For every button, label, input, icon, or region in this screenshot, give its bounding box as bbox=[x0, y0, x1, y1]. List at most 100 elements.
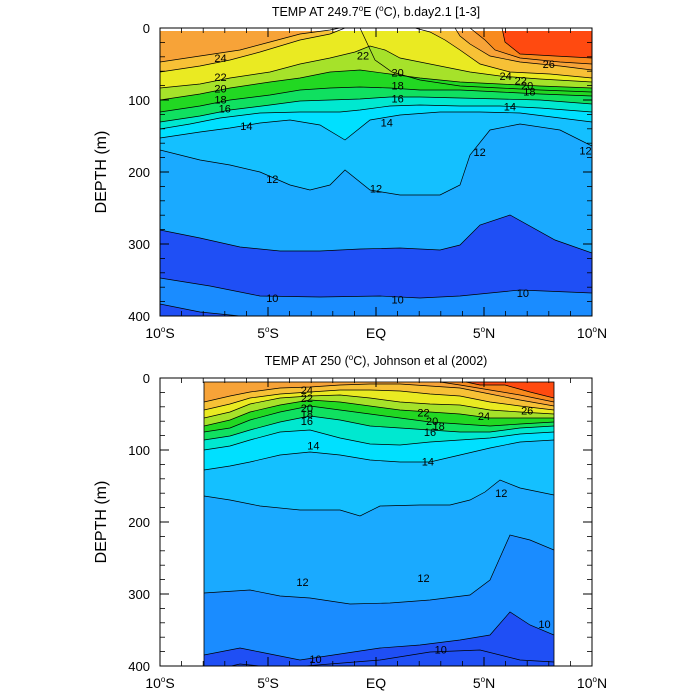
x-tick-label: EQ bbox=[366, 325, 386, 341]
contour-label: 14 bbox=[422, 457, 434, 469]
x-tick-hemisphere: N bbox=[597, 325, 607, 341]
x-tick-number: 10 bbox=[577, 675, 593, 691]
contour-label: 26 bbox=[543, 59, 555, 71]
contour-label: 14 bbox=[307, 441, 319, 453]
top-contour-lines bbox=[160, 28, 592, 316]
y-tick-label: 100 bbox=[128, 443, 150, 458]
x-tick-hemisphere: N bbox=[485, 675, 495, 691]
contour-label: 18 bbox=[301, 409, 313, 421]
contour-label: 22 bbox=[515, 76, 527, 88]
x-tick-hemisphere: S bbox=[269, 675, 278, 691]
contour-label: 18 bbox=[391, 81, 403, 93]
contour-label: 10 bbox=[266, 293, 278, 305]
y-tick-label: 0 bbox=[143, 371, 150, 386]
contour-label: 14 bbox=[381, 117, 393, 129]
contour-label: 10 bbox=[435, 644, 447, 656]
x-tick-hemisphere: N bbox=[597, 675, 607, 691]
contour-label: 18 bbox=[214, 94, 226, 106]
contour-label: 20 bbox=[214, 83, 226, 95]
x-tick-degree: o bbox=[265, 325, 270, 334]
y-tick-label: 300 bbox=[128, 237, 150, 252]
band-27 bbox=[502, 28, 592, 58]
x-tick-label: 5oS bbox=[257, 325, 279, 341]
contour-label: 22 bbox=[301, 393, 313, 405]
top-contour-fill bbox=[160, 28, 592, 316]
x-tick-label: 10oN bbox=[577, 675, 607, 691]
contour-label: 12 bbox=[474, 147, 486, 159]
contour-label: 26 bbox=[521, 405, 533, 417]
x-tick-label: 10oN bbox=[577, 325, 607, 341]
contour-label: 10 bbox=[309, 654, 321, 666]
x-tick-number: 5 bbox=[257, 675, 265, 691]
y-tick-label: 400 bbox=[128, 309, 150, 324]
contour-label: 16 bbox=[219, 104, 231, 116]
x-tick-hemisphere: S bbox=[165, 675, 174, 691]
contour-label: 24 bbox=[478, 411, 490, 423]
y-tick-label: 200 bbox=[128, 515, 150, 530]
top-title: TEMP AT 249.7oE (oC), b.day2.1 [1-3] bbox=[272, 4, 480, 19]
contour-label: 20 bbox=[521, 81, 533, 93]
x-tick-number: 10 bbox=[145, 675, 161, 691]
x-tick-degree: o bbox=[265, 675, 270, 684]
contour-label: 22 bbox=[417, 408, 429, 420]
y-tick-label: 0 bbox=[143, 21, 150, 36]
x-tick-label: 10oS bbox=[145, 675, 174, 691]
band-27 bbox=[466, 382, 554, 398]
contour-label: 10 bbox=[538, 619, 550, 631]
x-tick-number: 10 bbox=[145, 325, 161, 341]
x-tick-hemisphere: S bbox=[165, 325, 174, 341]
x-tick-number: 5 bbox=[473, 675, 481, 691]
contour-label: 20 bbox=[301, 403, 313, 415]
y-tick-label: 100 bbox=[128, 93, 150, 108]
contour-label: 12 bbox=[370, 184, 382, 196]
x-tick-number: 10 bbox=[577, 325, 593, 341]
x-tick-number: EQ bbox=[366, 325, 386, 341]
contour-label: 24 bbox=[214, 53, 226, 65]
x-tick-hemisphere: S bbox=[269, 325, 278, 341]
x-tick-number: EQ bbox=[366, 675, 386, 691]
x-tick-label: EQ bbox=[366, 675, 386, 691]
contour-label: 12 bbox=[266, 174, 278, 186]
x-tick-degree: o bbox=[161, 325, 166, 334]
x-tick-degree: o bbox=[161, 675, 166, 684]
contour-label: 20 bbox=[391, 68, 403, 80]
contour-label: 24 bbox=[499, 71, 511, 83]
x-tick-label: 5oS bbox=[257, 675, 279, 691]
contour-label: 22 bbox=[214, 72, 226, 84]
bottom-contour-lines bbox=[204, 381, 554, 666]
y-tick-label: 200 bbox=[128, 165, 150, 180]
contour-label: 16 bbox=[391, 94, 403, 106]
contour-label: 12 bbox=[579, 145, 591, 157]
contour-label: 12 bbox=[296, 577, 308, 589]
contour-label: 18 bbox=[433, 421, 445, 433]
contour-label: 18 bbox=[523, 86, 535, 98]
contour-label: 24 bbox=[301, 385, 313, 397]
x-tick-hemisphere: N bbox=[485, 325, 495, 341]
contour-label: 16 bbox=[424, 427, 436, 439]
bottom-ylabel: DEPTH (m) bbox=[93, 481, 110, 564]
x-tick-number: 5 bbox=[257, 325, 265, 341]
x-tick-degree: o bbox=[481, 675, 486, 684]
x-tick-degree: o bbox=[593, 325, 598, 334]
y-tick-label: 400 bbox=[128, 659, 150, 674]
y-tick-label: 300 bbox=[128, 587, 150, 602]
contour-label: 22 bbox=[357, 50, 369, 62]
contour-label: 20 bbox=[426, 416, 438, 428]
contour-label: 12 bbox=[417, 573, 429, 585]
x-tick-degree: o bbox=[593, 675, 598, 684]
bottom-title: TEMP AT 250 (oC), Johnson et al (2002) bbox=[265, 353, 488, 368]
contour-label: 10 bbox=[391, 294, 403, 306]
contour-label: 14 bbox=[240, 121, 252, 133]
x-tick-degree: o bbox=[481, 325, 486, 334]
x-tick-number: 5 bbox=[473, 325, 481, 341]
contour-label: 12 bbox=[495, 488, 507, 500]
x-tick-label: 5oN bbox=[473, 675, 495, 691]
contour-label: 14 bbox=[504, 101, 516, 113]
bottom-contour-fill bbox=[204, 381, 554, 666]
